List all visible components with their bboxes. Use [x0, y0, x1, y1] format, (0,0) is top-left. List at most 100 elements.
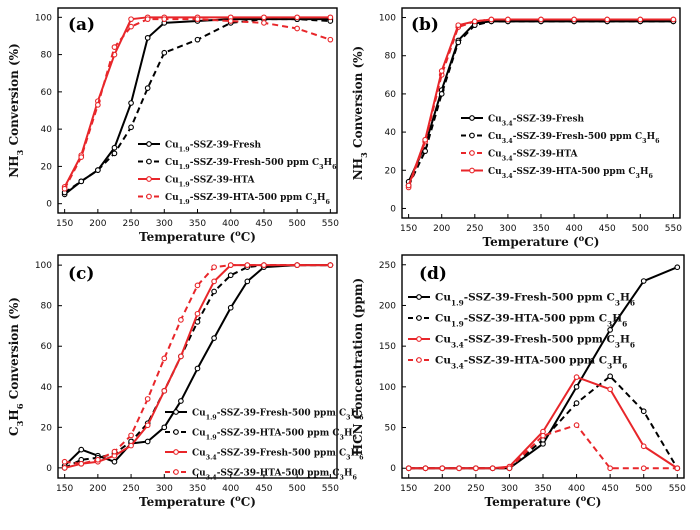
x-axis-title: Temperature (oC) — [483, 233, 600, 249]
y-tick-label: 80 — [385, 52, 397, 62]
data-point — [438, 68, 445, 74]
data-point — [405, 182, 412, 189]
data-point — [128, 432, 134, 439]
y-tick-label: 20 — [41, 162, 53, 172]
data-point — [227, 18, 234, 24]
series-2 — [405, 373, 681, 472]
data-point — [405, 465, 412, 472]
series-3 — [405, 16, 677, 191]
legend-label: Cu1.9-SSZ-39-HTA-500 ppm C3H6 — [165, 193, 330, 206]
data-point — [540, 432, 546, 439]
x-tick-label: 200 — [89, 484, 106, 494]
data-point — [294, 25, 300, 32]
data-point — [607, 386, 613, 393]
legend-label: Cu1.9-SSZ-39-HTA — [165, 176, 255, 189]
y-axis-title: NH3 Conversion (%) — [7, 43, 25, 178]
x-tick-label: 250 — [122, 219, 139, 229]
series-4 — [405, 422, 681, 472]
x-tick-label: 550 — [665, 224, 682, 234]
data-point — [95, 102, 101, 108]
data-point — [144, 85, 151, 91]
data-point — [161, 16, 168, 23]
data-point — [194, 16, 201, 23]
y-axis-title: HCN Concentration (ppm) — [351, 278, 365, 455]
y-axis-title: C3H6 Conversion (%) — [7, 297, 25, 436]
y-tick-label: 100 — [379, 383, 396, 393]
legend-label: Cu3.4-SSZ-39-HTA — [488, 150, 578, 163]
x-tick-label: 450 — [602, 484, 619, 494]
data-point — [294, 14, 300, 21]
data-point — [261, 262, 267, 268]
x-tick-label: 500 — [289, 484, 306, 494]
x-tick-label: 400 — [222, 219, 239, 229]
y-tick-label: 20 — [41, 423, 53, 433]
panel-b: 150 200 250 300 350 400 450 500 550 0 20 40 60 80 100 T… — [351, 7, 682, 249]
y-tick-label: 40 — [385, 128, 397, 138]
data-point — [111, 150, 118, 157]
data-point — [61, 465, 68, 471]
data-point — [161, 387, 168, 394]
data-point — [211, 278, 217, 285]
data-point — [573, 374, 580, 380]
legend-marker — [469, 115, 475, 121]
panel-d: 150 200 250 300 350 400 450 500 550 0 50 100 150 200 2… — [351, 254, 686, 509]
data-point — [161, 355, 168, 362]
data-point — [194, 310, 201, 317]
y-tick-label: 40 — [41, 383, 53, 393]
x-tick-label: 500 — [632, 224, 649, 234]
x-tick-label: 200 — [434, 484, 451, 494]
data-point — [61, 185, 68, 192]
data-point — [227, 272, 234, 279]
data-point — [78, 178, 85, 185]
data-point — [161, 424, 168, 431]
panel-label: (c) — [68, 264, 94, 284]
legend-marker — [173, 429, 179, 435]
y-tick-label: 100 — [35, 261, 52, 271]
data-point — [640, 408, 647, 415]
data-point — [473, 465, 479, 472]
legend-marker — [469, 132, 475, 139]
data-point — [456, 465, 462, 472]
data-point — [604, 16, 611, 23]
data-point — [78, 460, 85, 467]
x-axis-title: Temperature (oC) — [485, 493, 602, 509]
data-point — [61, 458, 68, 465]
y-tick-label: 50 — [385, 424, 397, 434]
x-tick-label: 200 — [433, 224, 450, 234]
legend-label: Cu1.9-SSZ-39-Fresh-500 ppm C3H6 — [435, 292, 635, 308]
panel-label: (b) — [411, 15, 439, 35]
x-tick-label: 300 — [499, 224, 516, 234]
data-point — [607, 465, 613, 472]
legend-marker — [416, 336, 422, 342]
x-tick-label: 150 — [400, 484, 417, 494]
data-point — [261, 14, 267, 21]
data-point — [128, 23, 134, 30]
panel-a: 150 200 250 300 350 400 450 500 550 0 20 40 60 80 100 T… — [7, 7, 339, 244]
data-point — [194, 36, 201, 43]
legend-label: Cu3.4-SSZ-39-HTA-500 ppm C3H6 — [192, 469, 357, 482]
y-tick-label: 60 — [385, 90, 397, 100]
y-tick-label: 100 — [35, 13, 52, 23]
data-point — [607, 373, 613, 380]
x-tick-label: 350 — [532, 224, 549, 234]
legend-marker — [146, 193, 152, 200]
data-point — [178, 353, 184, 360]
legend-marker — [173, 469, 179, 475]
series-4 — [405, 16, 677, 189]
x-tick-label: 500 — [635, 484, 652, 494]
panel-label: (a) — [68, 15, 95, 35]
x-tick-label: 150 — [400, 224, 417, 234]
data-point — [227, 304, 234, 311]
series-line — [407, 18, 674, 188]
legend-marker — [416, 315, 422, 321]
data-point — [95, 456, 101, 463]
data-point — [128, 442, 134, 449]
data-point — [227, 262, 234, 268]
data-point — [455, 22, 462, 29]
data-point — [178, 398, 184, 404]
data-point — [422, 148, 429, 155]
data-point — [244, 262, 251, 268]
x-tick-label: 300 — [156, 484, 173, 494]
y-axis-title: NH3 Conversion (%) — [351, 46, 369, 181]
y-tick-label: 60 — [41, 88, 53, 98]
